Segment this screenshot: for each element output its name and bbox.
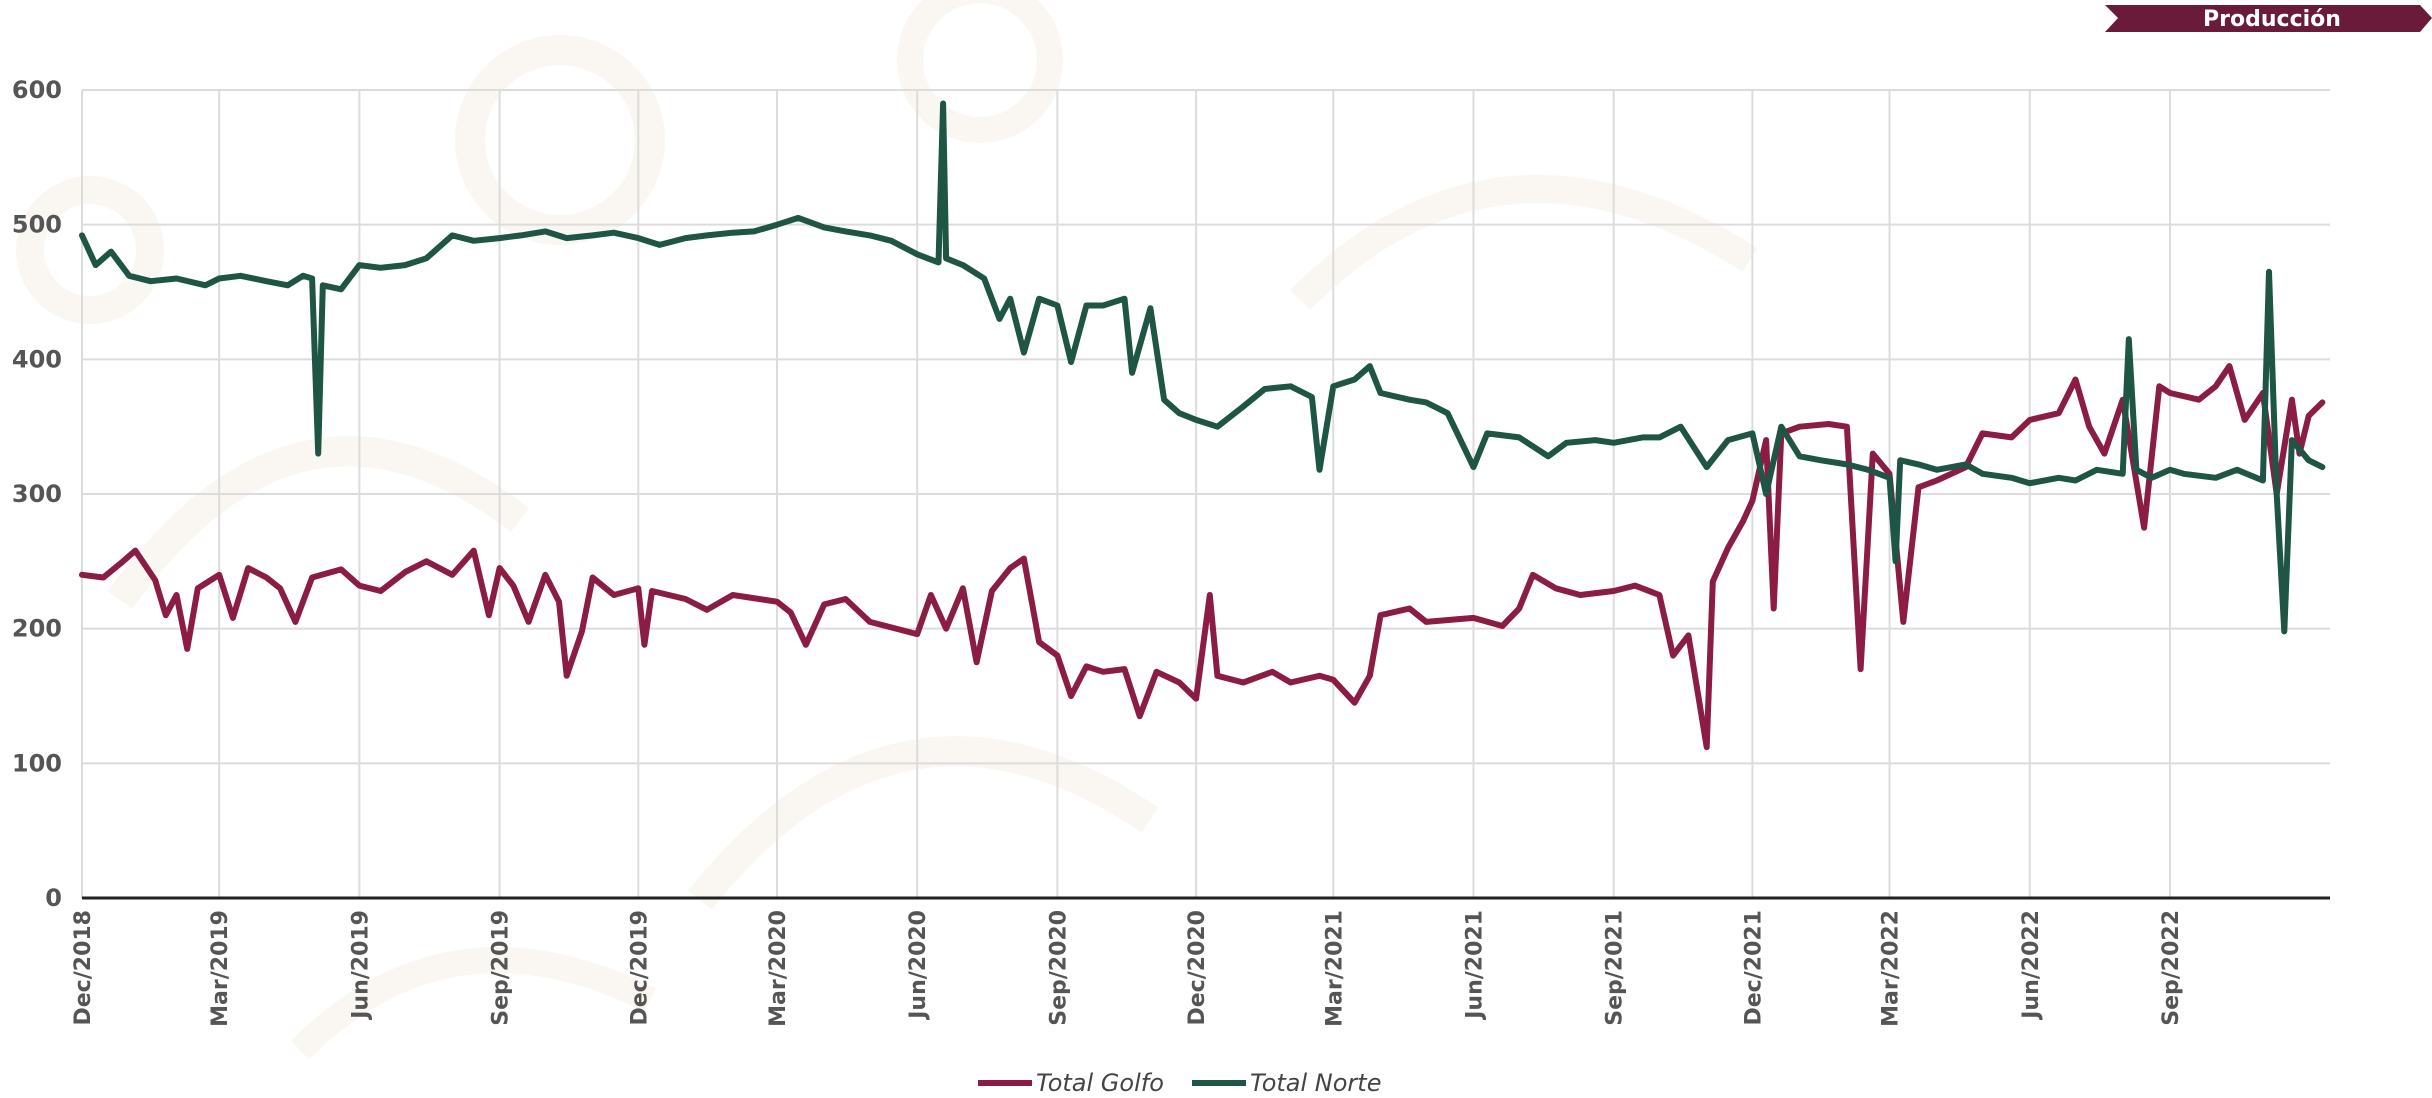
badge-background [2105, 5, 2432, 32]
x-tick-label: Dec/2021 [1741, 910, 1766, 1026]
badge-label: Producción [2203, 7, 2341, 32]
grid-lines [81, 89, 2330, 898]
y-tick-label: 200 [12, 615, 62, 643]
x-tick-label: Dec/2018 [71, 910, 96, 1026]
x-tick-label: Sep/2020 [1046, 910, 1071, 1026]
y-tick-label: 500 [12, 211, 62, 239]
x-tick-label: Dec/2019 [627, 910, 652, 1026]
y-tick-label: 600 [12, 76, 62, 104]
y-tick-label: 100 [12, 749, 62, 777]
x-tick-label: Mar/2022 [1879, 910, 1904, 1027]
legend-label-total-golfo: Total Golfo [1036, 1069, 1164, 1097]
x-tick-label: Dec/2020 [1185, 910, 1210, 1026]
y-tick-label: 400 [12, 345, 62, 373]
series-line-total-golfo [79, 363, 2326, 751]
y-tick-label: 300 [12, 480, 62, 508]
x-tick-label: Sep/2021 [1603, 910, 1628, 1026]
production-badge: Producción [2105, 5, 2432, 32]
x-tick-label: Jun/2020 [906, 910, 931, 1021]
legend-label-total-norte: Total Norte [1250, 1069, 1381, 1097]
x-tick-label: Jun/2019 [348, 910, 373, 1021]
y-axis-ticks: 0 100 200 300 400 500 600 [12, 76, 62, 912]
series-lines [79, 100, 2326, 751]
x-axis-ticks: Dec/2018 Mar/2019 Jun/2019 Sep/2019 Dec/2019… [71, 910, 2184, 1027]
x-tick-label: Jun/2021 [1462, 910, 1487, 1021]
legend: Total Golfo Total Norte [978, 1069, 1381, 1097]
x-tick-label: Jun/2022 [2019, 910, 2044, 1021]
y-tick-label: 0 [45, 884, 62, 912]
x-tick-label: Mar/2019 [208, 910, 233, 1027]
series-line-total-norte [79, 100, 2326, 635]
x-tick-label: Mar/2020 [766, 910, 791, 1027]
x-tick-label: Sep/2019 [489, 910, 514, 1026]
background-watermark [16, 0, 1758, 1060]
x-tick-label: Mar/2021 [1322, 910, 1347, 1027]
x-tick-label: Sep/2022 [2159, 910, 2184, 1026]
